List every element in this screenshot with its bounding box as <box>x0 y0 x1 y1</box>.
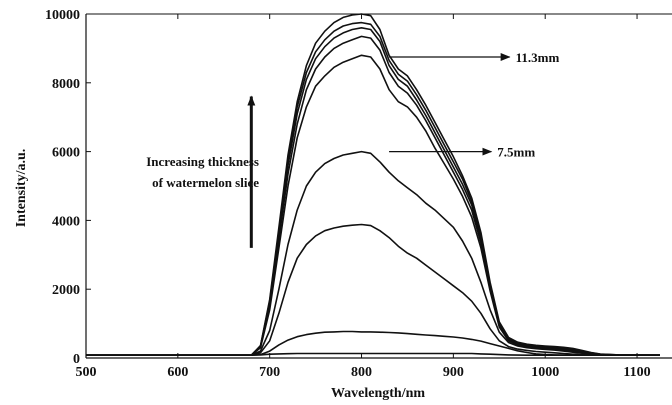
y-tick-label-10000: 10000 <box>45 8 80 23</box>
x-tick-label-900: 900 <box>443 365 464 380</box>
x-tick-label-600: 600 <box>167 365 188 380</box>
annotation-label-2: 7.5mm <box>497 145 535 160</box>
series-line-2 <box>86 330 660 356</box>
tick-marks <box>85 13 638 359</box>
x-tick-label-700: 700 <box>259 365 280 380</box>
x-axis-label: Wavelength/nm <box>331 386 425 401</box>
annotations: 11.3mm 7.5mm Increasing thickness of waterm… <box>146 50 560 248</box>
y-tick-label-8000: 8000 <box>52 77 80 92</box>
x-tick-label-1000: 1000 <box>531 365 559 380</box>
annotation-label-1: 11.3mm <box>516 50 560 65</box>
y-axis-label: Intensity/a.u. <box>14 149 29 228</box>
annotation-thickness-line-2: of watermelon slice <box>152 175 259 190</box>
x-tick-label-500: 500 <box>76 365 97 380</box>
y-tick-label-0: 0 <box>73 352 80 367</box>
annotation-thickness-line-1: Increasing thickness <box>146 154 259 169</box>
series-line-9 <box>86 13 661 356</box>
x-tick-label-800: 800 <box>351 365 372 380</box>
tick-labels: 500 600 700 800 900 1000 1100 0 2000 4000 6000 8000… <box>45 8 651 380</box>
series-line-5 <box>86 54 660 356</box>
axes <box>85 13 672 359</box>
x-tick-label-1100: 1100 <box>623 365 650 380</box>
plot-lines <box>86 13 661 356</box>
y-tick-label-6000: 6000 <box>52 146 80 161</box>
y-tick-label-2000: 2000 <box>52 283 80 298</box>
series-line-3 <box>86 223 660 356</box>
series-line-6 <box>86 35 661 356</box>
series-line-7 <box>86 27 661 356</box>
y-tick-label-4000: 4000 <box>52 214 80 229</box>
